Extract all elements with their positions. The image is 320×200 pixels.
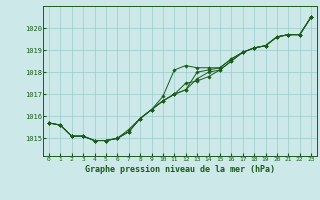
X-axis label: Graphe pression niveau de la mer (hPa): Graphe pression niveau de la mer (hPa) xyxy=(85,165,275,174)
